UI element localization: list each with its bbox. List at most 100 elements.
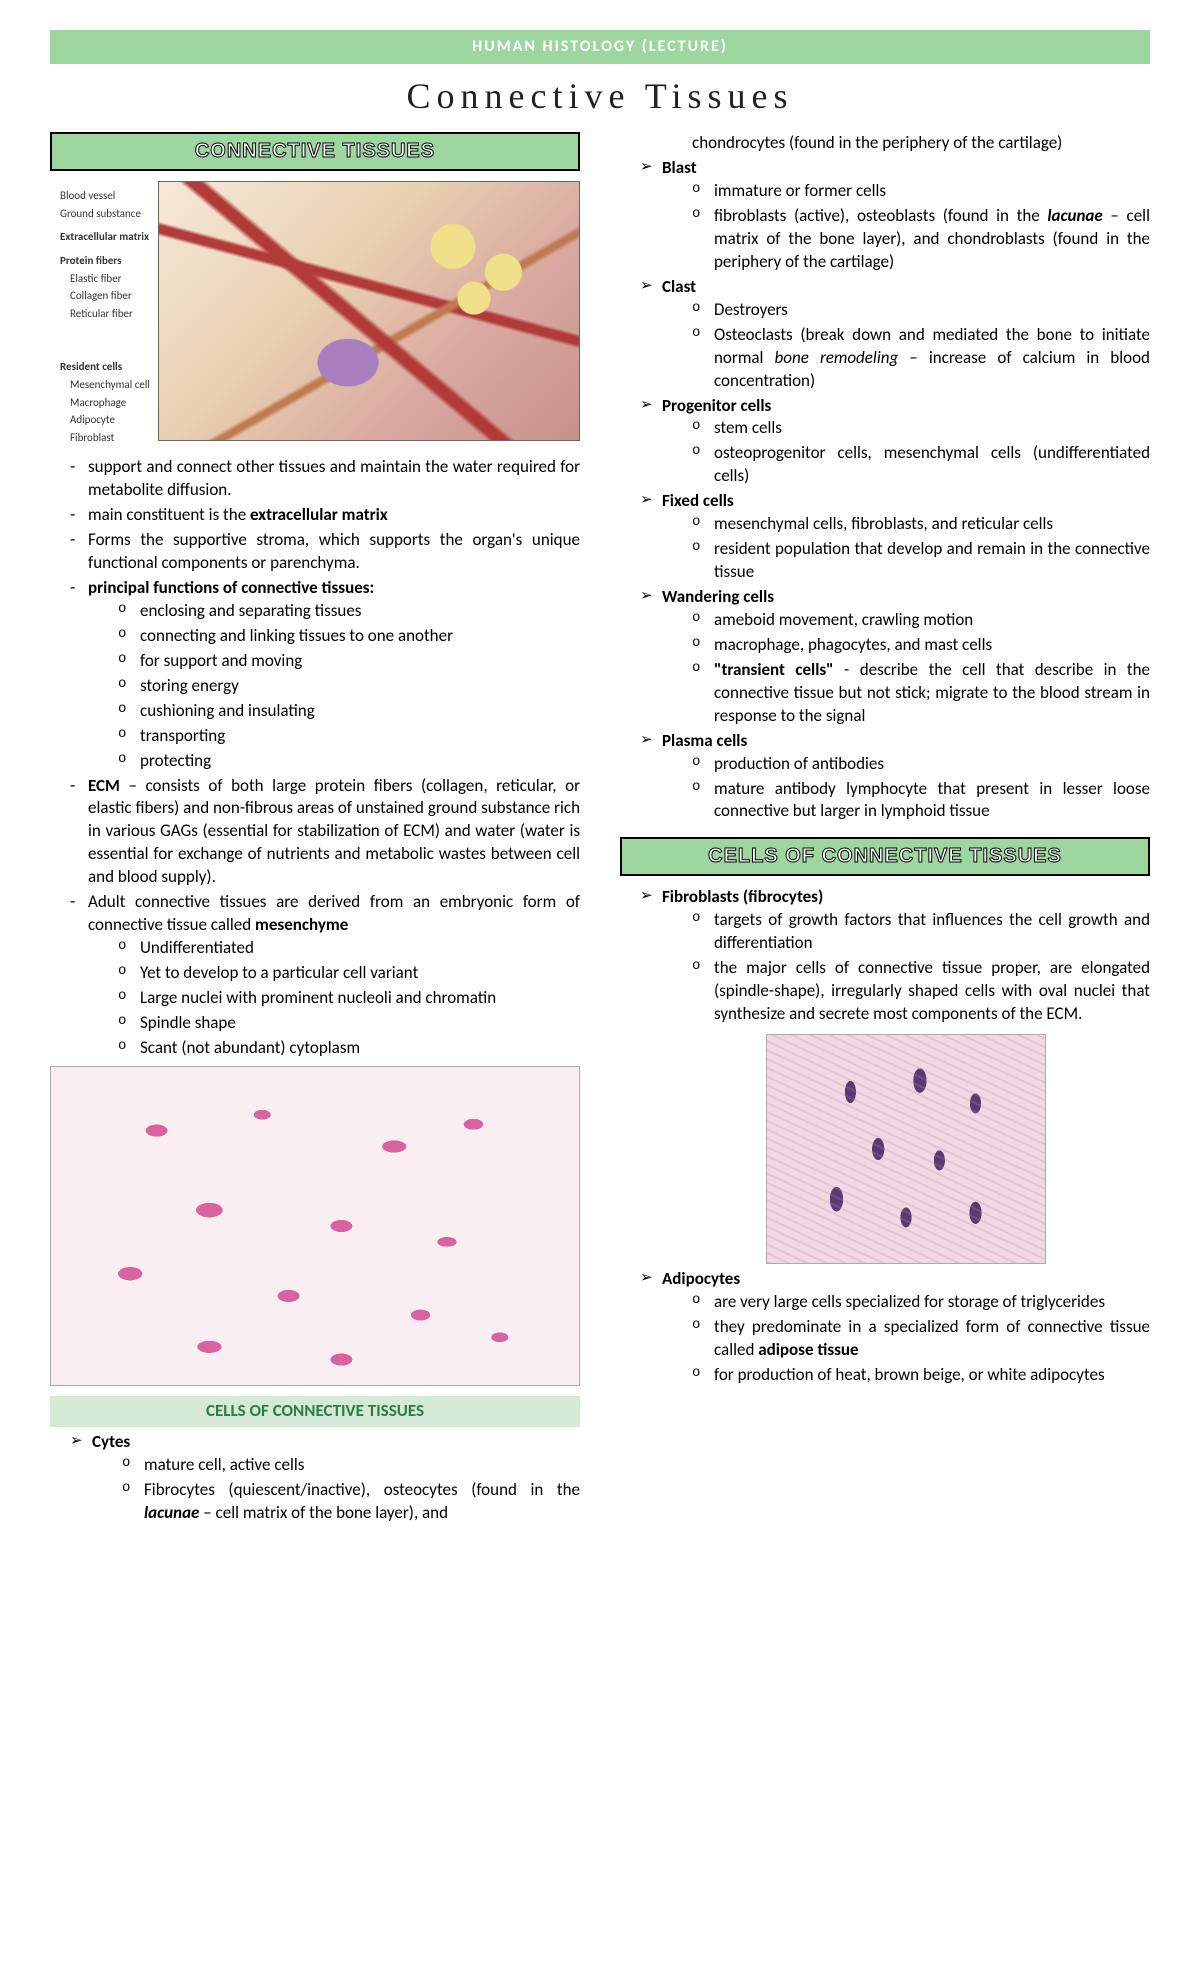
section-header-cells: CELLS OF CONNECTIVE TISSUES: [620, 837, 1150, 876]
heading: Clast: [662, 276, 696, 297]
bold-text: "transient cells": [714, 659, 834, 680]
page-header-banner: HUMAN HISTOLOGY (LECTURE): [50, 30, 1150, 64]
list-item: Fixed cells mesenchymal cells, fibroblas…: [640, 490, 1150, 584]
label: Adipocyte: [60, 411, 150, 429]
left-column: CONNECTIVE TISSUES Blood vessel Ground s…: [50, 132, 580, 1526]
cells-list: Cytes mature cell, active cells Fibrocyt…: [50, 1431, 580, 1525]
list-item: Spindle shape: [118, 1012, 580, 1035]
section-header-connective: CONNECTIVE TISSUES: [50, 132, 580, 171]
list-item: Scant (not abundant) cytoplasm: [118, 1037, 580, 1060]
list-item: resident population that develop and rem…: [692, 538, 1150, 584]
list-item: Large nuclei with prominent nucleoli and…: [118, 987, 580, 1010]
text: fibroblasts (active), osteoblasts (found…: [714, 205, 1047, 226]
list-item: Forms the supportive stroma, which suppo…: [70, 529, 580, 575]
list-item: fibroblasts (active), osteoblasts (found…: [692, 205, 1150, 274]
continuation-text: chondrocytes (found in the periphery of …: [620, 132, 1150, 155]
list-item: ameboid movement, crawling motion: [692, 609, 1150, 632]
list-item: mature cell, active cells: [122, 1454, 580, 1477]
diagram-image: [158, 181, 580, 441]
sub-list: production of antibodies mature antibody…: [662, 753, 1150, 824]
label: Mesenchymal cell: [60, 376, 150, 394]
list-item: for production of heat, brown beige, or …: [692, 1364, 1150, 1387]
bold-text: ECM: [88, 775, 120, 796]
sub-list: are very large cells specialized for sto…: [662, 1291, 1150, 1387]
list-item: support and connect other tissues and ma…: [70, 456, 580, 502]
histology-image-2: [766, 1034, 1046, 1264]
list-item: cushioning and insulating: [118, 700, 580, 723]
list-item: Adipocytes are very large cells speciali…: [640, 1268, 1150, 1387]
main-bullet-list: support and connect other tissues and ma…: [50, 456, 580, 1059]
list-item: enclosing and separating tissues: [118, 600, 580, 623]
sub-list: mature cell, active cells Fibrocytes (qu…: [92, 1454, 580, 1525]
sub-list: Undifferentiated Yet to develop to a par…: [88, 937, 580, 1060]
cells-list-right: Blast immature or former cells fibroblas…: [620, 157, 1150, 823]
list-item: Blast immature or former cells fibroblas…: [640, 157, 1150, 274]
connective-diagram: Blood vessel Ground substance Extracellu…: [60, 181, 580, 446]
italic: bone remodeling: [775, 347, 899, 368]
list-item: Fibroblasts (fibrocytes) targets of grow…: [640, 886, 1150, 1264]
text: – cell matrix of the bone layer), and: [199, 1502, 448, 1523]
list-item: macrophage, phagocytes, and mast cells: [692, 634, 1150, 657]
list-item: Osteoclasts (break down and mediated the…: [692, 324, 1150, 393]
list-item: protecting: [118, 750, 580, 773]
italic-bold: lacunae: [144, 1502, 199, 1523]
section-header-text: CELLS OF CONNECTIVE TISSUES: [708, 845, 1062, 867]
list-item: mature antibody lymphocyte that present …: [692, 778, 1150, 824]
sub-list: ameboid movement, crawling motion macrop…: [662, 609, 1150, 728]
text: Fibrocytes (quiescent/inactive), osteocy…: [144, 1479, 580, 1500]
label-group: Protein fibers: [60, 252, 150, 270]
list-item: storing energy: [118, 675, 580, 698]
list-item: are very large cells specialized for sto…: [692, 1291, 1150, 1314]
list-item: connecting and linking tissues to one an…: [118, 625, 580, 648]
sub-section-header: CELLS OF CONNECTIVE TISSUES: [50, 1396, 580, 1427]
list-item: Fibrocytes (quiescent/inactive), osteocy…: [122, 1479, 580, 1525]
sub-list: enclosing and separating tissues connect…: [88, 600, 580, 773]
list-item: Adult connective tissues are derived fro…: [70, 891, 580, 1060]
bold-text: mesenchyme: [255, 914, 348, 935]
list-item: stem cells: [692, 417, 1150, 440]
sub-list: immature or former cells fibroblasts (ac…: [662, 180, 1150, 274]
list-item: Plasma cells production of antibodies ma…: [640, 730, 1150, 824]
diagram-labels: Blood vessel Ground substance Extracellu…: [60, 181, 150, 446]
list-item: mesenchymal cells, fibroblasts, and reti…: [692, 513, 1150, 536]
label: Collagen fiber: [60, 287, 150, 305]
text: main constituent is the: [88, 504, 250, 525]
list-item: principal functions of connective tissue…: [70, 577, 580, 773]
heading: Wandering cells: [662, 586, 774, 607]
list-item: Clast Destroyers Osteoclasts (break down…: [640, 276, 1150, 393]
list-item: Cytes mature cell, active cells Fibrocyt…: [70, 1431, 580, 1525]
list-item: ECM – consists of both large protein fib…: [70, 775, 580, 890]
two-column-layout: CONNECTIVE TISSUES Blood vessel Ground s…: [50, 132, 1150, 1526]
label: Fibroblast: [60, 429, 150, 447]
list-item: transporting: [118, 725, 580, 748]
list-item: immature or former cells: [692, 180, 1150, 203]
label: Elastic fiber: [60, 270, 150, 288]
italic-bold: lacunae: [1047, 205, 1102, 226]
right-column: chondrocytes (found in the periphery of …: [620, 132, 1150, 1526]
heading: Progenitor cells: [662, 395, 771, 416]
label: Reticular fiber: [60, 305, 150, 323]
list-item: the major cells of connective tissue pro…: [692, 957, 1150, 1026]
label-group: Resident cells: [60, 358, 150, 376]
cells-detail-list: Fibroblasts (fibrocytes) targets of grow…: [620, 886, 1150, 1386]
list-item: for support and moving: [118, 650, 580, 673]
label: Blood vessel: [60, 187, 150, 205]
histology-image-1: [50, 1066, 580, 1386]
bold-text: extracellular matrix: [250, 504, 388, 525]
heading: Cytes: [92, 1431, 130, 1452]
section-header-text: CONNECTIVE TISSUES: [195, 140, 435, 162]
sub-list: targets of growth factors that influence…: [662, 909, 1150, 1026]
sub-list: Destroyers Osteoclasts (break down and m…: [662, 299, 1150, 393]
label: Ground substance: [60, 205, 150, 223]
list-item: main constituent is the extracellular ma…: [70, 504, 580, 527]
bold-text: adipose tissue: [758, 1339, 858, 1360]
list-item: Wandering cells ameboid movement, crawli…: [640, 586, 1150, 728]
heading: Plasma cells: [662, 730, 747, 751]
heading: Adipocytes: [662, 1268, 740, 1289]
list-item: production of antibodies: [692, 753, 1150, 776]
sub-list: stem cells osteoprogenitor cells, mesenc…: [662, 417, 1150, 488]
text: – consists of both large protein fibers …: [88, 775, 580, 888]
page-title: Connective Tissues: [50, 72, 1150, 121]
list-item: Destroyers: [692, 299, 1150, 322]
label: Macrophage: [60, 394, 150, 412]
